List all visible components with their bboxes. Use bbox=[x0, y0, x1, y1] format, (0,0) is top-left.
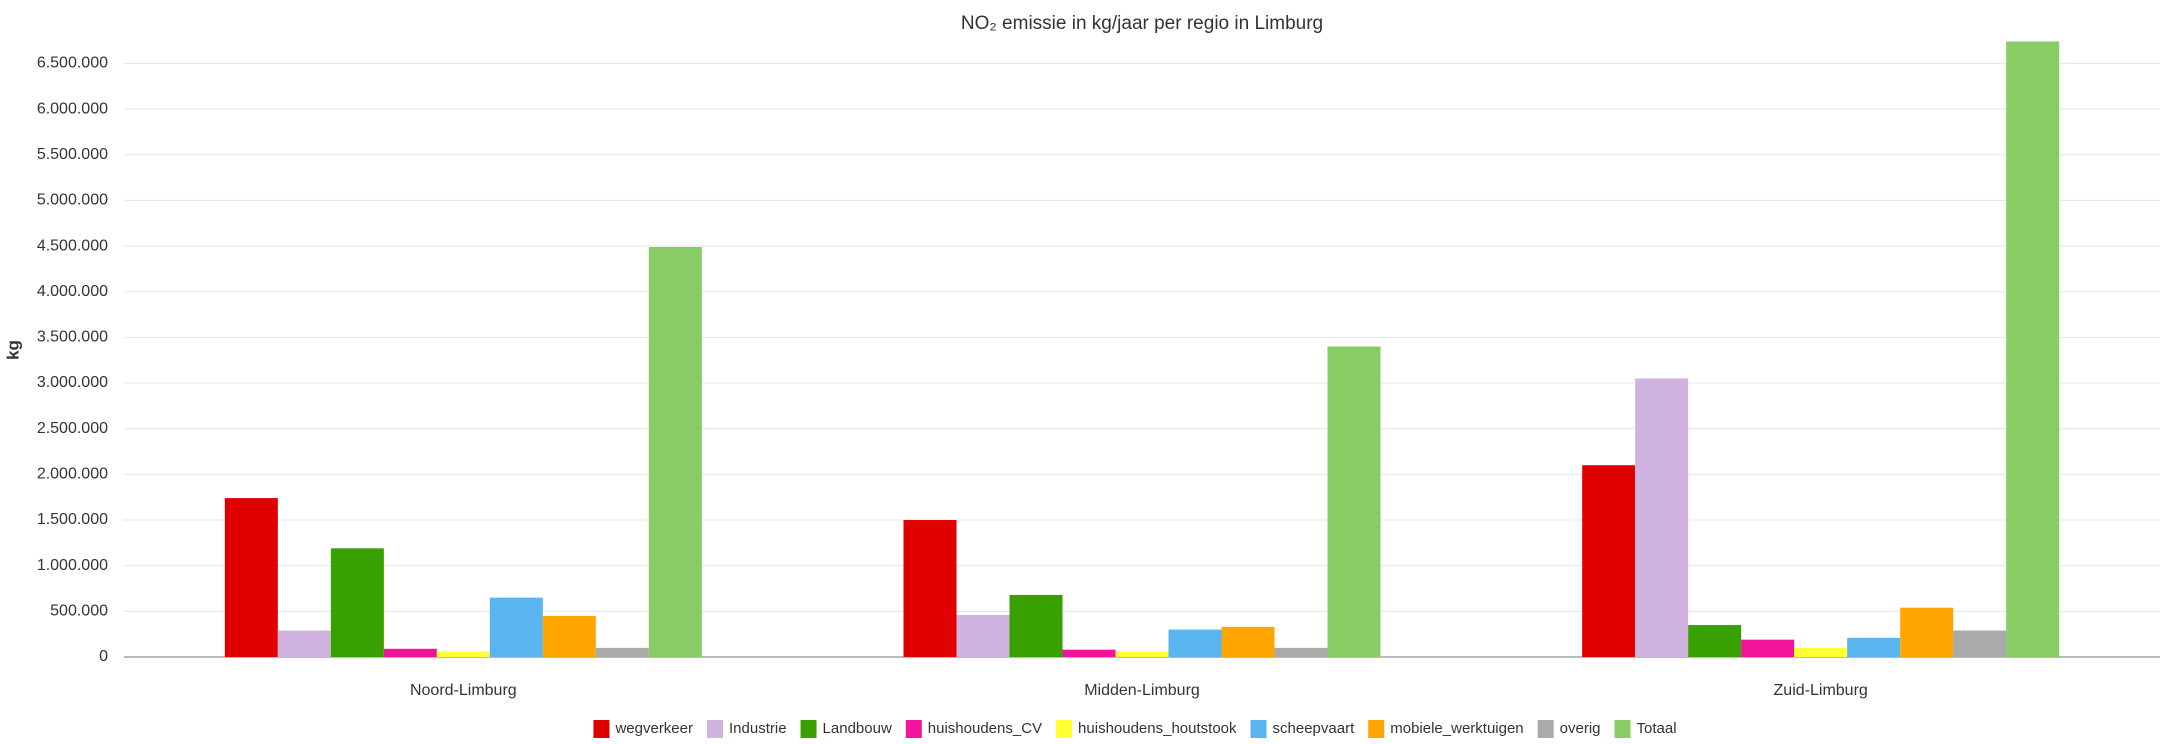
legend-label: overig bbox=[1560, 720, 1601, 737]
legend-label: scheepvaart bbox=[1273, 720, 1356, 737]
bar bbox=[277, 630, 331, 657]
legend-label: Totaal bbox=[1637, 720, 1677, 737]
y-tick-label: 500.000 bbox=[50, 603, 108, 620]
bar bbox=[330, 548, 384, 657]
legend-label: huishoudens_houtstook bbox=[1078, 720, 1237, 737]
bar bbox=[1635, 378, 1689, 657]
y-tick-label: 6.000.000 bbox=[37, 100, 108, 117]
bar bbox=[903, 520, 957, 657]
bar bbox=[1953, 630, 2007, 657]
legend-swatch bbox=[1368, 720, 1385, 738]
legend-swatch bbox=[593, 720, 610, 738]
bar bbox=[595, 647, 649, 657]
bar bbox=[436, 651, 490, 657]
legend-label: huishoudens_CV bbox=[928, 720, 1042, 737]
y-tick-label: 3.500.000 bbox=[37, 329, 108, 346]
x-tick-label: Midden-Limburg bbox=[1084, 682, 1200, 699]
x-tick-label: Zuid-Limburg bbox=[1774, 682, 1868, 699]
bar bbox=[1327, 346, 1381, 657]
legend-label: Industrie bbox=[729, 720, 787, 737]
y-axis-label: kg bbox=[3, 340, 22, 360]
y-tick-label: 5.000.000 bbox=[37, 192, 108, 209]
y-tick-label: 4.500.000 bbox=[37, 237, 108, 254]
legend-swatch bbox=[707, 720, 723, 738]
legend-swatch bbox=[1614, 720, 1631, 738]
bar bbox=[1900, 607, 1954, 657]
bar bbox=[648, 246, 702, 658]
bar bbox=[1221, 626, 1275, 657]
y-tick-label: 6.500.000 bbox=[37, 55, 108, 72]
y-tick-label: 0 bbox=[99, 648, 108, 665]
x-tick-label: Noord-Limburg bbox=[410, 682, 517, 699]
y-tick-label: 2.500.000 bbox=[37, 420, 108, 437]
bar bbox=[1062, 649, 1116, 657]
bar bbox=[1115, 651, 1169, 657]
y-tick-label: 1.500.000 bbox=[37, 511, 108, 528]
bar bbox=[956, 614, 1010, 657]
y-tick-label: 4.000.000 bbox=[37, 283, 108, 300]
chart-title: NO₂ emissie in kg/jaar per regio in Limb… bbox=[961, 13, 1323, 34]
y-tick-label: 5.500.000 bbox=[37, 146, 108, 163]
legend-label: mobiele_werktuigen bbox=[1390, 720, 1523, 737]
legend-swatch bbox=[1056, 720, 1073, 738]
bar bbox=[542, 615, 596, 657]
bar bbox=[1688, 625, 1742, 657]
y-tick-label: 2.000.000 bbox=[37, 466, 108, 483]
bar bbox=[1741, 639, 1795, 657]
bar bbox=[224, 498, 278, 657]
bar bbox=[1009, 594, 1063, 657]
bar bbox=[1582, 465, 1636, 657]
bar bbox=[1274, 647, 1328, 657]
bar bbox=[383, 648, 437, 657]
bar bbox=[1847, 637, 1901, 657]
bar bbox=[1794, 647, 1848, 657]
bar bbox=[489, 597, 543, 657]
bar bbox=[2006, 41, 2060, 657]
y-tick-label: 3.000.000 bbox=[37, 374, 108, 391]
legend-swatch bbox=[905, 720, 922, 738]
legend-swatch bbox=[800, 720, 817, 738]
legend-label: wegverkeer bbox=[614, 720, 693, 737]
bar bbox=[1168, 629, 1222, 657]
legend-swatch bbox=[1537, 720, 1554, 738]
y-tick-label: 1.000.000 bbox=[37, 557, 108, 574]
legend-swatch bbox=[1250, 720, 1267, 738]
legend-label: Landbouw bbox=[823, 720, 892, 737]
